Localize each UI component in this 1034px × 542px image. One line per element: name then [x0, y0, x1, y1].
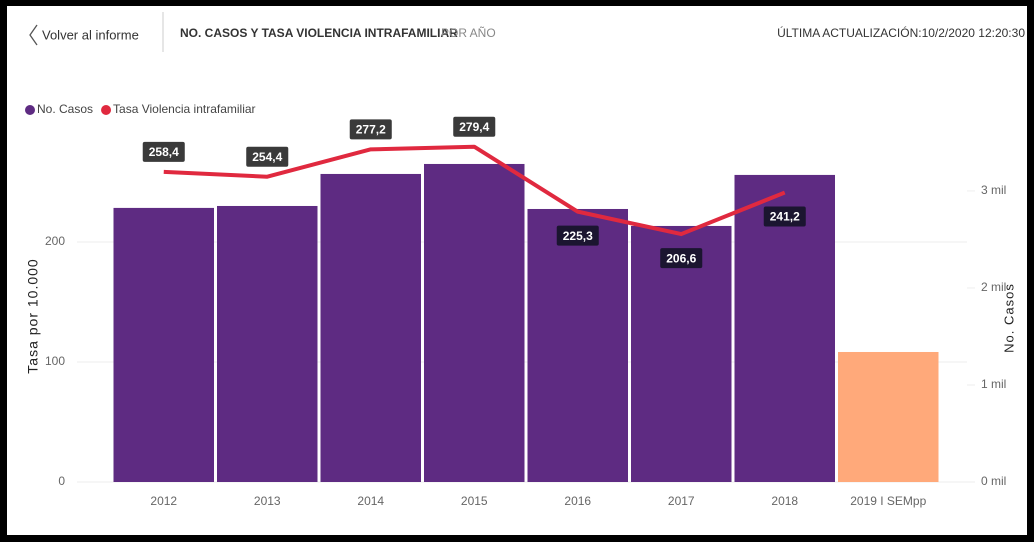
bar — [838, 351, 939, 482]
x-tick-label: 2017 — [668, 494, 695, 508]
y2-tick-label: 2 mil — [981, 280, 1006, 294]
data-label: 225,3 — [556, 225, 599, 246]
x-tick-label: 2018 — [771, 494, 798, 508]
data-label-text: 279,4 — [459, 120, 489, 134]
data-label: 254,4 — [246, 146, 289, 167]
y-tick-label: 0 — [58, 474, 65, 488]
x-tick-label: 2014 — [357, 494, 384, 508]
page-subtitle: POR AÑO — [441, 26, 496, 40]
bar — [527, 208, 628, 483]
data-label: 241,2 — [763, 206, 806, 227]
bar — [320, 173, 421, 482]
x-tick-label: 2016 — [564, 494, 591, 508]
legend-label: No. Casos — [37, 102, 93, 116]
data-label-box — [556, 225, 599, 246]
page-title: NO. CASOS Y TASA VIOLENCIA INTRAFAMILIAR — [180, 26, 458, 40]
line — [163, 144, 786, 237]
x-tick-label: 2019 I SEMpp — [850, 494, 926, 508]
x-tick-label: 2013 — [254, 494, 281, 508]
data-label-box — [142, 141, 185, 162]
data-label: 206,6 — [660, 248, 703, 269]
bar — [113, 207, 214, 482]
data-label-text: 241,2 — [770, 210, 800, 224]
last-update: ÚLTIMA ACTUALIZACIÓN:10/2/2020 12:20:30 — [777, 25, 1025, 40]
data-label-box — [246, 146, 289, 167]
y2-tick-label: 3 mil — [981, 183, 1006, 197]
bar — [424, 163, 525, 483]
back-button[interactable]: Volver al informe — [29, 24, 139, 46]
legend-marker — [101, 105, 112, 115]
bar — [217, 205, 318, 482]
x-tick-label: 2015 — [461, 494, 488, 508]
data-label-box — [660, 248, 703, 269]
data-label-text: 277,2 — [356, 123, 386, 137]
y-tick-label: 200 — [45, 234, 65, 248]
y2-tick-label: 1 mil — [981, 377, 1006, 391]
legend-marker — [25, 105, 35, 115]
data-label-text: 225,3 — [563, 229, 593, 243]
back-arrow[interactable] — [29, 24, 38, 46]
data-label: 277,2 — [349, 119, 392, 140]
data-label-box — [453, 116, 496, 137]
data-label-text: 258,4 — [149, 145, 179, 159]
back-link[interactable]: Volver al informe — [42, 27, 139, 42]
y2-axis-title: No. Casos — [1001, 283, 1016, 353]
data-label: 279,4 — [453, 116, 496, 137]
data-label-text: 254,4 — [252, 150, 282, 164]
y-axis-title: Tasa por 10.000 — [25, 258, 41, 373]
legend-label: Tasa Violencia intrafamiliar — [113, 102, 256, 116]
data-label-box — [349, 119, 392, 140]
y-tick-label: 100 — [45, 354, 65, 368]
x-tick-label: 2012 — [150, 494, 177, 508]
data-label: 258,4 — [142, 141, 185, 162]
report: Volver al informe NO. CASOS Y TASA VIOLE… — [25, 12, 1025, 508]
data-label-text: 206,6 — [666, 251, 696, 265]
bar — [631, 225, 732, 482]
data-label-box — [763, 206, 806, 227]
y2-tick-label: 0 mil — [981, 474, 1006, 488]
report-page: Volver al informe NO. CASOS Y TASA VIOLE… — [7, 6, 1027, 535]
